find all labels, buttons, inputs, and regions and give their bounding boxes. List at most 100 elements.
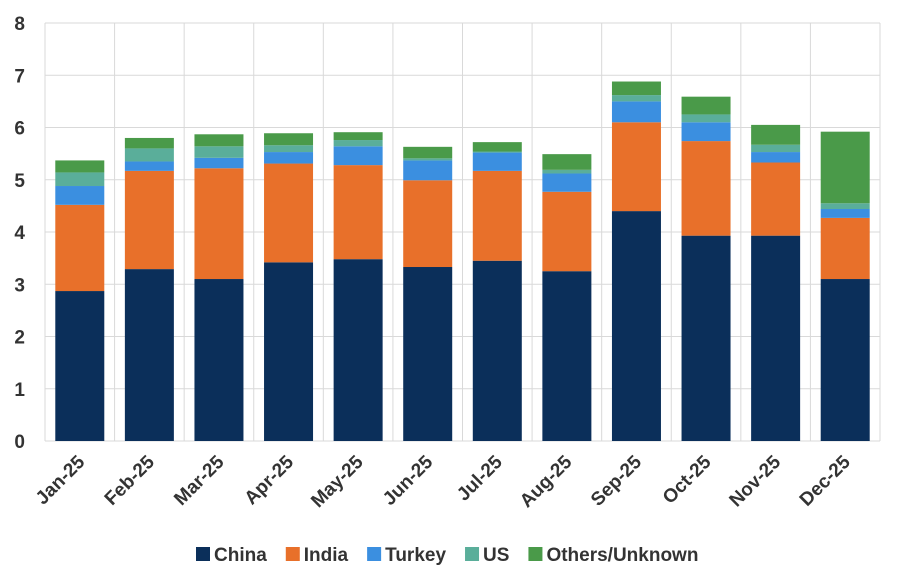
legend-swatch: [528, 547, 543, 561]
bars: [55, 81, 870, 441]
x-tick-label: Aug-25: [516, 451, 577, 512]
x-tick-label: Apr-25: [241, 451, 299, 509]
bar-segment-others-unknown-feb-25: [124, 137, 174, 149]
bar-segment-india-feb-25: [124, 170, 174, 270]
bar-segment-turkey-oct-25: [681, 122, 731, 142]
bar-segment-others-unknown-oct-25: [681, 96, 731, 115]
legend-label: India: [304, 545, 349, 566]
x-tick-label: Mar-25: [170, 451, 228, 509]
y-tick-label: 2: [14, 328, 25, 349]
bar-segment-india-apr-25: [264, 163, 314, 263]
bar-segment-turkey-dec-25: [820, 209, 870, 218]
legend-label: China: [214, 545, 267, 566]
x-tick-label: May-25: [307, 451, 368, 512]
bar-segment-china-dec-25: [820, 279, 870, 441]
bar-segment-others-unknown-mar-25: [194, 134, 244, 147]
x-tick-label: Jun-25: [379, 451, 437, 509]
bar-segment-india-oct-25: [681, 141, 731, 236]
bar-segment-india-may-25: [333, 165, 383, 260]
y-axis: 0 1 2 3 4 5 6 7 8: [14, 14, 25, 453]
bar-segment-others-unknown-may-25: [333, 132, 383, 141]
y-tick-label: 7: [14, 66, 25, 87]
y-tick-label: 6: [14, 119, 25, 140]
bar-segment-india-aug-25: [542, 191, 592, 272]
bar-segment-others-unknown-sep-25: [611, 81, 661, 96]
x-axis: Jan-25 Feb-25 Mar-25 Apr-25 May-25 Jun-25 Jul-…: [32, 451, 855, 512]
bar-segment-others-unknown-jan-25: [55, 160, 105, 173]
legend-swatch: [465, 547, 480, 561]
bar-segment-india-jan-25: [55, 204, 105, 292]
bar-segment-turkey-jan-25: [55, 186, 105, 205]
bar-segment-us-sep-25: [611, 95, 661, 102]
bar-segment-others-unknown-apr-25: [264, 133, 314, 146]
bar-segment-us-mar-25: [194, 146, 244, 158]
bar-segment-us-jun-25: [403, 158, 453, 161]
bar-segment-china-aug-25: [542, 271, 592, 441]
bar-segment-china-mar-25: [194, 279, 244, 441]
bar-segment-turkey-apr-25: [264, 152, 314, 164]
bar-segment-us-jan-25: [55, 172, 105, 187]
bar-segment-others-unknown-dec-25: [820, 131, 870, 204]
bar-segment-china-apr-25: [264, 262, 314, 441]
bar-segment-us-aug-25: [542, 169, 592, 174]
x-tick-label: Oct-25: [659, 451, 716, 508]
bar-segment-us-oct-25: [681, 114, 731, 123]
bar-segment-china-jan-25: [55, 291, 105, 441]
legend-item-india: India: [285, 545, 349, 566]
bar-segment-china-jun-25: [403, 267, 453, 441]
y-tick-label: 0: [14, 432, 25, 453]
legend-label: Turkey: [385, 545, 446, 566]
bar-segment-turkey-aug-25: [542, 173, 592, 192]
legend-label: US: [483, 545, 509, 566]
bar-segment-turkey-jun-25: [403, 160, 453, 181]
bar-segment-india-jul-25: [472, 170, 522, 261]
bar-segment-india-jun-25: [403, 180, 453, 268]
bar-segment-india-dec-25: [820, 217, 870, 280]
bar-segment-us-may-25: [333, 140, 383, 147]
legend-item-us: US: [465, 545, 509, 566]
bar-segment-turkey-nov-25: [751, 152, 801, 163]
bar-segment-others-unknown-jul-25: [472, 142, 522, 152]
bar-segment-china-may-25: [333, 259, 383, 441]
y-tick-label: 4: [14, 223, 25, 244]
bar-segment-china-sep-25: [611, 211, 661, 441]
legend-label: Others/Unknown: [546, 545, 698, 566]
bar-segment-turkey-mar-25: [194, 157, 244, 169]
bar-segment-turkey-jul-25: [472, 152, 522, 171]
x-tick-label: Dec-25: [796, 451, 855, 510]
legend-swatch: [285, 547, 300, 561]
bar-segment-us-jul-25: [472, 151, 522, 153]
bar-segment-india-sep-25: [611, 122, 661, 212]
bar-segment-china-oct-25: [681, 235, 731, 441]
x-tick-label: Sep-25: [587, 451, 646, 510]
bar-segment-us-feb-25: [124, 148, 174, 162]
legend: China India Turkey US Others/Unknown: [196, 545, 698, 566]
y-tick-label: 3: [14, 275, 25, 296]
x-tick-label: Jul-25: [453, 451, 507, 505]
gridlines: [44, 22, 881, 442]
y-tick-label: 1: [14, 380, 25, 401]
bar-segment-india-nov-25: [751, 162, 801, 236]
bar-segment-india-mar-25: [194, 168, 244, 280]
y-tick-label: 8: [14, 14, 25, 35]
bar-segment-us-apr-25: [264, 145, 314, 153]
legend-swatch: [196, 547, 210, 561]
y-tick-label: 5: [14, 171, 25, 192]
bar-segment-others-unknown-nov-25: [751, 124, 801, 145]
legend-item-turkey: Turkey: [367, 545, 446, 566]
bar-segment-others-unknown-aug-25: [542, 154, 592, 170]
x-tick-label: Nov-25: [726, 451, 786, 511]
bar-segment-others-unknown-jun-25: [403, 146, 453, 159]
x-tick-label: Jan-25: [32, 451, 90, 509]
legend-item-china: China: [196, 545, 267, 566]
legend-swatch: [367, 547, 382, 561]
bar-segment-us-dec-25: [820, 203, 870, 210]
legend-item-others-unknown: Others/Unknown: [528, 545, 698, 566]
bar-segment-china-jul-25: [472, 260, 522, 441]
bar-segment-china-nov-25: [751, 235, 801, 441]
bar-segment-us-nov-25: [751, 144, 801, 153]
bar-segment-china-feb-25: [124, 269, 174, 441]
x-tick-label: Feb-25: [101, 451, 159, 509]
